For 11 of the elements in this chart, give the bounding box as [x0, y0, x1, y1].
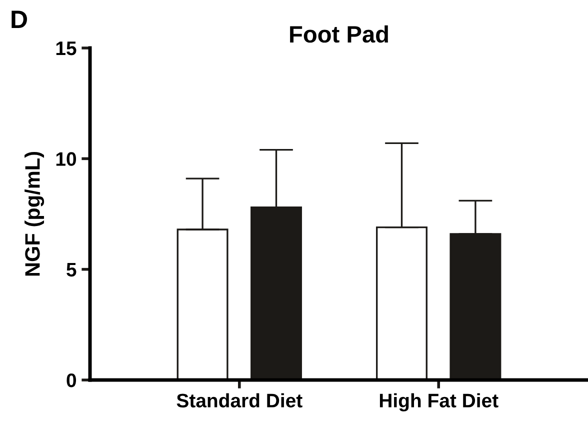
y-tick-label: 15 [56, 42, 76, 56]
x-tick-label: High Fat Diet [380, 393, 498, 412]
y-axis-title: NGF (pg/mL) [24, 152, 44, 276]
x-tick-label: Standard Diet [176, 393, 302, 408]
y-tick-label: 0 [66, 373, 76, 388]
y-tick-label: 10 [56, 152, 76, 166]
y-tick-label: 5 [66, 263, 76, 277]
bar [176, 228, 228, 380]
chart-title: Foot Pad [290, 25, 388, 43]
bar [450, 233, 502, 380]
text: D [12, 10, 28, 28]
